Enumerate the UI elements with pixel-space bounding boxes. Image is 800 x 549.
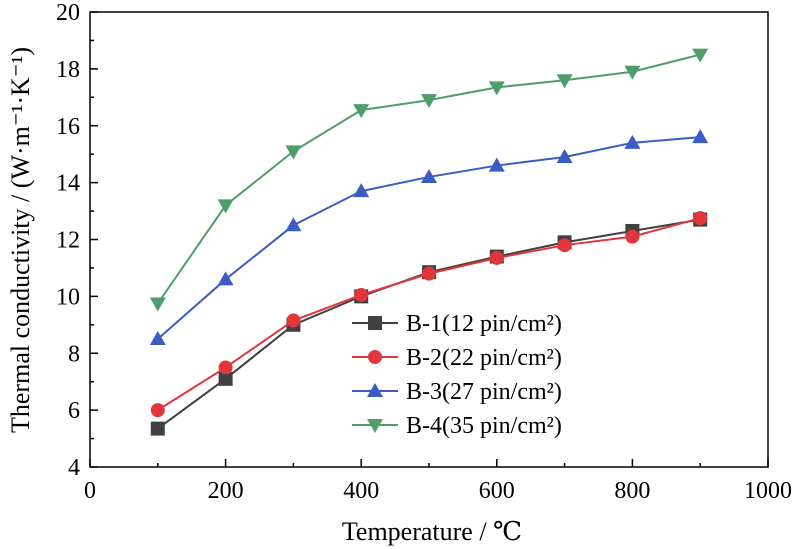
y-tick-label: 12 — [56, 228, 80, 254]
legend-label: B-1(12 pin/cm²) — [406, 311, 562, 337]
data-point — [217, 271, 234, 286]
legend-entry-2: B-2(22 pin/cm²) — [352, 345, 562, 371]
y-tick-label: 18 — [56, 57, 80, 83]
data-point — [150, 403, 165, 418]
data-point — [624, 65, 641, 80]
data-point — [422, 266, 436, 281]
data-point — [624, 134, 641, 149]
legend-entry-1: B-1(12 pin/cm²) — [352, 311, 562, 337]
data-point — [217, 199, 234, 214]
x-tick-label: 200 — [208, 478, 244, 504]
x-tick-label: 800 — [614, 478, 650, 504]
y-tick-label: 8 — [68, 341, 80, 367]
data-point — [149, 297, 166, 312]
data-point — [286, 313, 301, 328]
x-tick-label: 400 — [343, 478, 379, 504]
series-4 — [149, 48, 709, 312]
data-point — [488, 157, 505, 172]
x-tick-label: 600 — [479, 478, 515, 504]
data-point — [693, 211, 708, 226]
data-point — [149, 331, 166, 346]
data-point — [556, 74, 573, 89]
data-point — [218, 371, 233, 386]
data-point — [489, 250, 504, 265]
data-point — [557, 238, 572, 253]
legend-entry-3: B-3(27 pin/cm²) — [352, 379, 562, 405]
data-point — [556, 149, 573, 164]
data-point — [354, 287, 369, 302]
data-point — [625, 229, 640, 244]
legend-marker — [367, 419, 383, 433]
data-point — [692, 129, 709, 144]
y-tick-label: 16 — [56, 114, 80, 140]
data-point — [421, 168, 437, 183]
legend-marker — [368, 350, 382, 364]
data-point — [421, 94, 437, 109]
legend-label: B-2(22 pin/cm²) — [406, 345, 562, 371]
data-point — [285, 217, 302, 232]
y-tick-label: 14 — [56, 171, 80, 197]
x-tick-label: 0 — [84, 478, 96, 504]
data-point — [692, 48, 709, 63]
y-tick-label: 20 — [56, 0, 80, 26]
data-point — [353, 183, 370, 198]
series-3 — [149, 129, 709, 346]
legend-label: B-4(35 pin/cm²) — [406, 413, 562, 439]
legend-marker — [367, 383, 383, 397]
x-axis-title: Temperature / ℃ — [342, 517, 522, 546]
data-point — [353, 104, 370, 119]
series-2 — [150, 211, 708, 418]
y-tick-label: 4 — [68, 455, 80, 481]
y-axis-title: Thermal conductivity / (W·m⁻¹·K⁻¹) — [6, 47, 35, 433]
legend-label: B-3(27 pin/cm²) — [406, 379, 562, 405]
legend-marker — [368, 316, 382, 330]
data-point — [285, 145, 302, 160]
plot-series — [149, 48, 709, 436]
legend: B-1(12 pin/cm²) B-2(22 pin/cm²) B-3(27 pin… — [352, 311, 562, 439]
data-point — [218, 360, 233, 375]
data-point — [488, 81, 505, 96]
legend-entry-4: B-4(35 pin/cm²) — [352, 413, 562, 439]
y-tick-label: 10 — [56, 284, 80, 310]
x-tick-label: 1000 — [744, 478, 792, 504]
y-tick-label: 6 — [68, 398, 80, 424]
axes: 0 200 400 600 800 1000 4 6 8 10 12 14 16 18 20 — [56, 0, 792, 504]
data-point — [150, 421, 165, 436]
